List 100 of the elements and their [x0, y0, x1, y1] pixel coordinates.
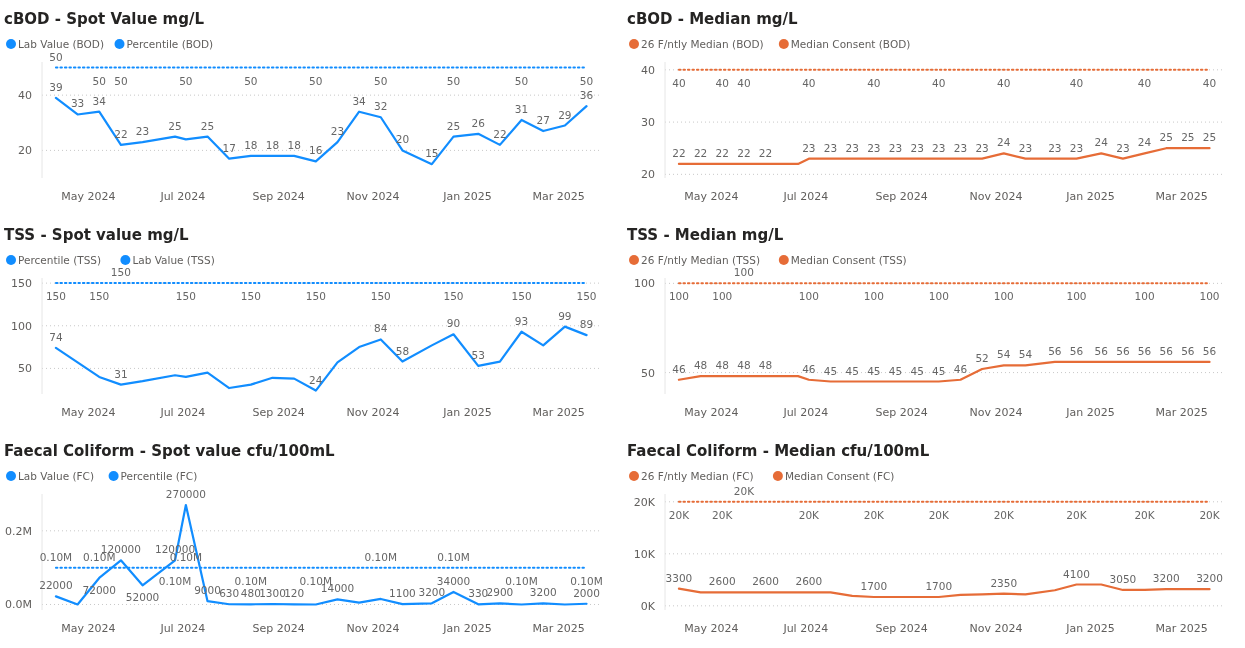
y-tick-label: 150 — [11, 277, 32, 291]
x-tick-label: Jan 2025 — [442, 622, 492, 635]
data-label: 1100 — [389, 587, 416, 600]
data-label: 22 — [715, 146, 729, 159]
data-label: 52000 — [125, 591, 160, 604]
data-label: 4100 — [1063, 567, 1090, 580]
data-label: 50 — [579, 74, 594, 87]
data-label: 50 — [179, 74, 193, 87]
data-label: 36 — [579, 89, 594, 102]
legend-label: 26 F/ntly Median (FC) — [641, 470, 754, 482]
data-label: 25 — [1202, 131, 1217, 144]
data-label: 32 — [374, 100, 388, 113]
x-tick-label: Mar 2025 — [1155, 622, 1208, 635]
data-label: 48 — [693, 359, 708, 372]
data-label: 20K — [1134, 508, 1156, 521]
chart-title: cBOD - Median mg/L — [627, 10, 799, 28]
data-label: 40 — [867, 76, 881, 89]
x-tick-label: Mar 2025 — [1155, 406, 1208, 419]
x-tick-label: Nov 2024 — [346, 190, 400, 203]
data-label: 1700 — [925, 580, 953, 592]
y-tick-label: 0.0M — [5, 598, 32, 612]
data-label: 54 — [997, 348, 1011, 361]
x-tick-label: Jan 2025 — [1065, 190, 1115, 203]
data-label: 25 — [1159, 131, 1173, 144]
data-label: 50 — [309, 74, 323, 87]
data-label: 23 — [1069, 141, 1084, 154]
data-label: 53 — [471, 348, 485, 361]
data-label: 3200 — [1152, 572, 1180, 585]
data-label: 100 — [733, 266, 754, 279]
data-label: 24 — [1137, 136, 1152, 149]
x-tick-label: Nov 2024 — [969, 190, 1023, 203]
data-label: 100 — [993, 290, 1014, 303]
data-label: 16 — [309, 144, 323, 157]
data-label: 0.10M — [364, 550, 398, 563]
data-label: 100 — [798, 290, 819, 303]
data-label: 20K — [733, 484, 756, 497]
y-tick-label: 50 — [641, 366, 655, 380]
y-tick-label: 10K — [633, 547, 656, 561]
data-label: 23 — [910, 141, 924, 154]
data-label: 20K — [712, 508, 734, 521]
data-label: 100 — [1134, 290, 1155, 303]
x-tick-label: Sep 2024 — [252, 622, 305, 635]
data-label: 58 — [395, 344, 410, 357]
x-tick-label: Mar 2025 — [532, 406, 585, 419]
legend-label: Median Consent (BOD) — [790, 38, 911, 50]
data-label: 0.10M — [570, 574, 603, 587]
data-label: 31 — [114, 367, 128, 380]
legend-label: 26 F/ntly Median (TSS) — [641, 254, 760, 266]
data-label: 20K — [798, 508, 821, 521]
data-label: 50 — [49, 50, 63, 63]
data-label: 20K — [668, 508, 691, 521]
data-label: 20K — [993, 508, 1016, 521]
data-label: 23 — [867, 141, 881, 154]
data-label: 150 — [511, 290, 532, 303]
x-tick-label: Sep 2024 — [875, 622, 928, 635]
data-label: 18 — [244, 138, 258, 151]
x-tick-label: May 2024 — [61, 406, 116, 419]
data-label: 23 — [330, 125, 345, 138]
data-label: 25 — [446, 119, 461, 132]
x-tick-label: Mar 2025 — [532, 622, 585, 635]
data-label: 33 — [70, 97, 85, 110]
data-label: 150 — [443, 290, 464, 303]
x-tick-label: Nov 2024 — [969, 406, 1023, 419]
data-label: 56 — [1094, 344, 1109, 357]
data-label: 34 — [92, 94, 107, 107]
chart-title: Faecal Coliform - Median cfu/100mL — [627, 442, 930, 460]
y-tick-label: 40 — [18, 89, 32, 103]
data-label: 45 — [910, 364, 924, 377]
data-label: 45 — [845, 364, 859, 377]
data-label: 3200 — [418, 586, 446, 599]
x-tick-label: Jan 2025 — [1065, 406, 1115, 419]
data-label: 150 — [89, 290, 110, 303]
data-label: 22 — [693, 146, 708, 159]
data-label: 0.10M — [234, 574, 268, 587]
data-label: 89 — [579, 318, 594, 331]
data-label: 50 — [114, 74, 128, 87]
data-label: 3200 — [529, 586, 557, 599]
x-tick-label: Jul 2024 — [782, 406, 829, 419]
data-label: 22 — [758, 146, 773, 159]
data-label: 46 — [802, 362, 816, 375]
y-tick-label: 0.2M — [5, 524, 32, 538]
data-label: 23 — [845, 141, 859, 154]
data-label: 22 — [672, 146, 686, 159]
legend-label: Lab Value (BOD) — [18, 38, 105, 50]
legend-label: Percentile (FC) — [120, 470, 198, 482]
data-label: 56 — [1137, 344, 1152, 357]
data-label: 40 — [997, 76, 1011, 89]
data-label: 99 — [558, 309, 572, 322]
legend-label: Percentile (TSS) — [18, 254, 102, 266]
data-label: 45 — [932, 364, 946, 377]
data-label: 45 — [867, 364, 881, 377]
data-label: 50 — [514, 74, 529, 87]
data-label: 40 — [932, 76, 946, 89]
x-tick-label: Jan 2025 — [1065, 622, 1115, 635]
data-label: 56 — [1202, 344, 1217, 357]
x-tick-label: Jul 2024 — [159, 190, 206, 203]
data-label: 150 — [305, 290, 326, 303]
data-label: 100 — [863, 290, 884, 303]
data-label: 2350 — [990, 576, 1018, 589]
data-label: 3200 — [1196, 572, 1223, 585]
